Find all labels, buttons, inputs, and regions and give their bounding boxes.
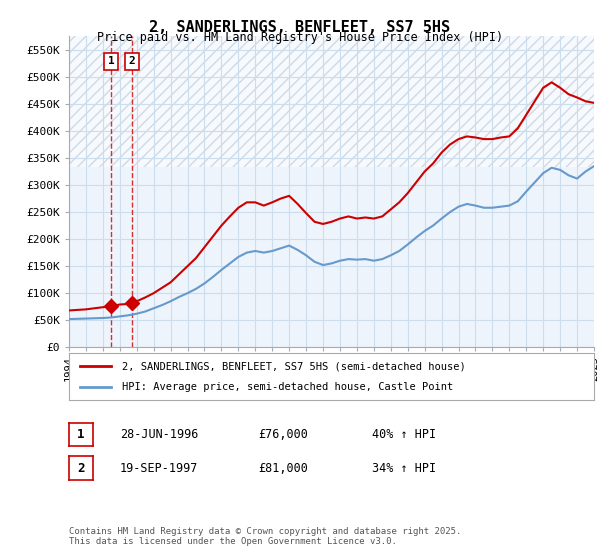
Text: 1: 1 <box>77 428 85 441</box>
Text: 34% ↑ HPI: 34% ↑ HPI <box>372 461 436 475</box>
Text: 19-SEP-1997: 19-SEP-1997 <box>120 461 199 475</box>
Text: £76,000: £76,000 <box>258 428 308 441</box>
Text: £81,000: £81,000 <box>258 461 308 475</box>
Text: HPI: Average price, semi-detached house, Castle Point: HPI: Average price, semi-detached house,… <box>121 382 453 392</box>
Text: 2: 2 <box>128 56 136 66</box>
Text: 1: 1 <box>108 56 115 66</box>
Text: 2, SANDERLINGS, BENFLEET, SS7 5HS: 2, SANDERLINGS, BENFLEET, SS7 5HS <box>149 20 451 35</box>
Text: 40% ↑ HPI: 40% ↑ HPI <box>372 428 436 441</box>
Text: 2, SANDERLINGS, BENFLEET, SS7 5HS (semi-detached house): 2, SANDERLINGS, BENFLEET, SS7 5HS (semi-… <box>121 361 465 371</box>
Bar <box>69 36 594 167</box>
Text: Contains HM Land Registry data © Crown copyright and database right 2025.
This d: Contains HM Land Registry data © Crown c… <box>69 526 461 546</box>
Text: 2: 2 <box>77 461 85 475</box>
Text: Price paid vs. HM Land Registry's House Price Index (HPI): Price paid vs. HM Land Registry's House … <box>97 31 503 44</box>
Text: 28-JUN-1996: 28-JUN-1996 <box>120 428 199 441</box>
